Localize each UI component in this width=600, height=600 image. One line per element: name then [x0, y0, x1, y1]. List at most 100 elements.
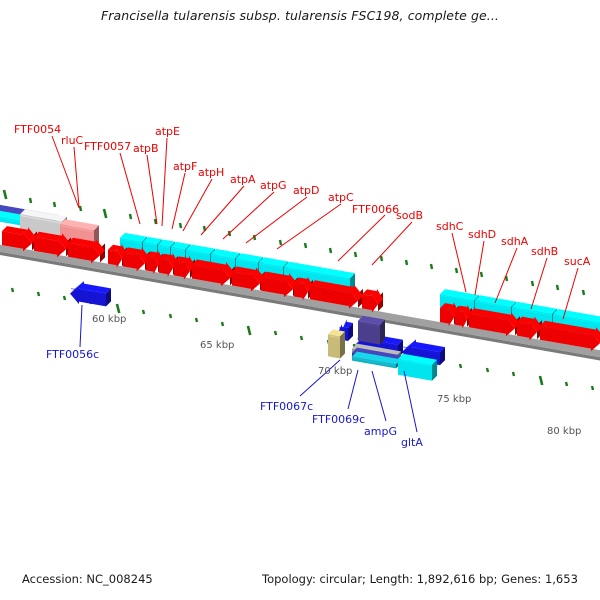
rna-tick: [581, 289, 586, 296]
rna-tick: [168, 313, 173, 319]
rna-tick: [353, 251, 358, 258]
rna-tick: [141, 309, 146, 315]
rna-tick: [115, 303, 121, 314]
gene-label-atpg[interactable]: atpG: [260, 179, 287, 192]
reverse-strand-track[interactable]: [2, 226, 600, 352]
leader-line: [347, 369, 359, 410]
rna-tick: [404, 259, 409, 266]
rna-tick: [246, 325, 252, 336]
stripe-cyan-box[interactable]: [398, 353, 437, 381]
gene-label-sdha[interactable]: sdhA: [501, 235, 529, 248]
rna-tick: [252, 234, 257, 241]
leader-line: [146, 154, 158, 225]
cds-red-3[interactable]: [68, 237, 105, 264]
rna-tick: [10, 287, 15, 293]
rna-tick: [564, 381, 569, 387]
leader-line: [474, 240, 485, 296]
leader-line: [371, 221, 413, 266]
gene-label-sdhb[interactable]: sdhB: [531, 245, 559, 258]
gene-label-ftf0069c[interactable]: FTF0069c: [312, 413, 366, 426]
rna-tick: [479, 271, 484, 278]
gene-label-ftf0066[interactable]: FTF0066: [352, 203, 400, 216]
gene-label-atpc[interactable]: atpC: [328, 191, 354, 204]
rna-tick: [78, 205, 83, 212]
accession-text: Accession: NC_008245: [22, 572, 153, 586]
gene-label-ftf0067c[interactable]: FTF0067c: [260, 400, 314, 413]
leader-line: [494, 247, 518, 304]
rna-tick: [538, 375, 544, 386]
gene-label-atpa[interactable]: atpA: [230, 173, 256, 186]
rna-tick: [328, 247, 333, 254]
rna-tick: [102, 208, 108, 219]
gene-label-glta[interactable]: gltA: [401, 436, 423, 449]
rna-tick: [28, 197, 33, 204]
leader-line: [182, 178, 213, 232]
rna-tick: [504, 275, 509, 282]
box-sodb-purple[interactable]: [358, 315, 385, 345]
cds-red-19[interactable]: [540, 320, 600, 352]
leader-line: [51, 135, 80, 209]
bottom-feature-cluster[interactable]: [352, 343, 437, 381]
rna-tick: [153, 218, 158, 225]
rna-tick: [458, 363, 463, 369]
leader-line: [337, 214, 386, 262]
rna-tick: [178, 222, 183, 229]
leader-line: [245, 196, 308, 244]
box-tan[interactable]: [328, 329, 345, 359]
rna-tick: [52, 201, 57, 208]
rna-tick: [2, 189, 8, 200]
rna-tick: [36, 291, 41, 297]
leader-line: [451, 232, 467, 293]
gene-label-ftf0054[interactable]: FTF0054: [14, 123, 62, 136]
leader-line: [403, 370, 418, 433]
gene-label-sodb[interactable]: sodB: [396, 209, 423, 222]
rna-tick: [454, 267, 459, 274]
leader-line: [371, 370, 387, 422]
gene-label-suca[interactable]: sucA: [564, 255, 591, 268]
rna-tick: [511, 371, 516, 377]
rna-tick: [379, 255, 384, 262]
rna-tick: [485, 367, 490, 373]
rna-tick: [555, 284, 560, 291]
gene-label-atpf[interactable]: atpF: [173, 160, 198, 173]
special-feature-boxes[interactable]: [328, 315, 385, 359]
gene-label-rluc[interactable]: rluC: [61, 134, 84, 147]
rna-tick: [128, 213, 133, 220]
gene-label-ftf0057[interactable]: FTF0057: [84, 140, 132, 153]
gene-label-sdhd[interactable]: sdhD: [468, 228, 497, 241]
cds-red-13[interactable]: [310, 280, 363, 309]
rna-tick: [590, 385, 595, 391]
genome-stats-text: Topology: circular; Length: 1,892,616 bp…: [262, 572, 578, 586]
rna-tick: [273, 330, 278, 336]
gene-label-atpe[interactable]: atpE: [155, 125, 180, 138]
gene-label-ftf0056c[interactable]: FTF0056c: [46, 348, 100, 361]
leader-line: [171, 172, 186, 230]
leader-line: [79, 304, 83, 348]
leader-line: [562, 267, 579, 320]
leader-line: [73, 146, 80, 208]
ruler-label-70-kbp: 70 kbp: [318, 366, 353, 377]
gene-label-ampg[interactable]: ampG: [364, 425, 397, 438]
page-title: Francisella tularensis subsp. tularensis…: [100, 8, 500, 23]
leader-line: [119, 152, 141, 225]
cds-red-14[interactable]: [362, 288, 383, 313]
gene-label-atph[interactable]: atpH: [198, 166, 225, 179]
rna-tick: [429, 263, 434, 270]
leader-line: [161, 137, 168, 227]
cds-blue-ftf0056c[interactable]: [70, 281, 111, 307]
label-leader-lines: [51, 135, 579, 433]
leader-line: [530, 257, 548, 310]
cds-red-1[interactable]: [2, 226, 37, 252]
leader-line: [200, 185, 245, 236]
rna-tick: [530, 280, 535, 287]
gene-label-sdhc[interactable]: sdhC: [436, 220, 464, 233]
leader-line: [222, 191, 275, 240]
ruler-label-60-kbp: 60 kbp: [92, 314, 127, 325]
cds-red-18[interactable]: [517, 316, 542, 341]
gene-label-atpb[interactable]: atpB: [133, 142, 159, 155]
gene-label-atpd[interactable]: atpD: [293, 184, 320, 197]
ruler-label-75-kbp: 75 kbp: [437, 394, 472, 405]
ruler-label-80-kbp: 80 kbp: [547, 426, 582, 437]
leader-line: [276, 203, 342, 250]
